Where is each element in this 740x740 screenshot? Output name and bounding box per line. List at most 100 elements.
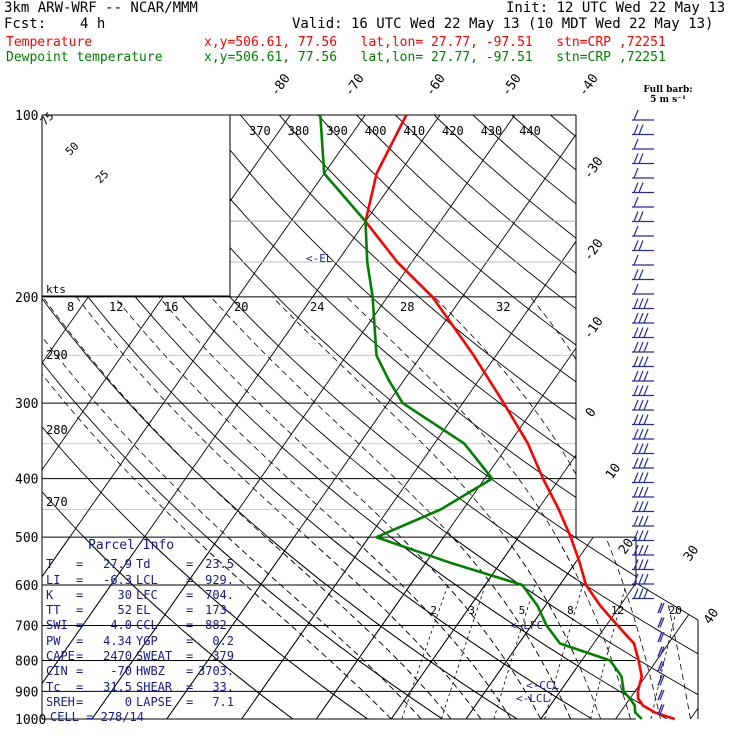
moist-adiabat: [272, 296, 576, 660]
dry-adiabat: [123, 115, 576, 539]
wind-barb-flag: [638, 124, 644, 135]
parcel-row: K = 30 LFC = 704.: [46, 588, 236, 603]
dry-adiabat: [46, 537, 698, 719]
scale-tick-label: 8: [67, 300, 74, 314]
wind-barb: [632, 588, 654, 600]
wind-barb: [632, 559, 654, 571]
temperature-legend: Temperature: [6, 35, 93, 50]
wind-barb-flag: [633, 588, 639, 599]
mixing-ratio-label: 12: [611, 604, 624, 617]
wind-barb: [632, 298, 654, 310]
wind-barb-flag: [638, 573, 644, 585]
mixing-ratio-label: 2: [430, 604, 437, 617]
parcel-key: TT: [46, 603, 61, 618]
wind-barb-flag: [638, 298, 644, 309]
wind-barb: [632, 283, 654, 295]
wind-barb: [657, 689, 665, 701]
theta-label: 390: [326, 124, 348, 138]
wind-barb-flag: [643, 544, 649, 556]
wind-barb: [632, 472, 654, 484]
parcel-value: 30: [117, 587, 132, 602]
equals-sign: =: [186, 649, 194, 664]
wind-barb: [632, 443, 654, 455]
parcel-value: 173.: [205, 603, 234, 618]
wind-barb-flag: [659, 675, 665, 686]
scale-tick-label: 28: [400, 300, 414, 314]
barb-legend: Full barb: 5 m s⁻¹: [640, 85, 696, 105]
barb-legend-value: 5 m s⁻¹: [650, 95, 686, 105]
wind-barb-flag: [638, 370, 644, 382]
wind-barb-flag: [633, 138, 639, 150]
parcel-row: T = 27.9 Td = 23.5: [46, 557, 236, 572]
wind-barb-flag: [643, 457, 649, 469]
theta-label: 280: [46, 423, 68, 437]
pressure-label: 400: [15, 473, 38, 488]
mixing-ratio-line: [650, 584, 684, 719]
isotherm-line: [615, 537, 698, 719]
dry-adiabat: [589, 115, 740, 732]
wind-barb-flag: [657, 646, 663, 657]
dry-adiabat: [42, 537, 463, 719]
parcel-value: -70: [110, 664, 132, 679]
moist-adiabat: [272, 537, 601, 719]
parcel-key: YGP: [136, 633, 158, 648]
parcel-info-title: Parcel Info: [88, 538, 175, 553]
pressure-label: 1000: [15, 713, 46, 728]
wind-barb-flag: [633, 211, 639, 222]
theta-label: 400: [365, 124, 387, 138]
theta-label: 370: [249, 124, 271, 138]
parcel-value: -4.0: [103, 618, 132, 633]
equals-sign: =: [186, 694, 194, 709]
wind-barb: [632, 225, 654, 237]
wind-barb: [632, 356, 654, 368]
wind-barb-flag: [638, 472, 644, 483]
moist-adiabat: [696, 537, 698, 719]
wind-barb-flag: [638, 501, 644, 512]
pressure-label: 700: [15, 619, 38, 634]
pressure-label: 600: [15, 579, 38, 594]
wind-barb-flag: [633, 573, 639, 585]
wind-barb-flag: [643, 530, 649, 541]
hodograph-units: kts: [46, 283, 66, 296]
parcel-value: 704.: [205, 587, 234, 602]
isotherm-line: [91, 537, 516, 719]
wind-barb-flag: [633, 399, 639, 411]
parcel-row: TT = 52 EL = 173.: [46, 603, 236, 618]
parcel-value: 31.5: [103, 679, 132, 694]
level-marker: <-LFC: [510, 619, 543, 632]
forecast-hour: 4 h: [80, 16, 106, 32]
wind-barb-flag: [638, 559, 644, 570]
wind-barb: [632, 109, 654, 121]
isotherm-line: [540, 667, 576, 719]
wind-barb: [657, 602, 665, 614]
equals-sign: =: [76, 649, 84, 664]
wind-barb-flag: [633, 124, 639, 135]
wind-barb-flag: [638, 414, 644, 425]
moist-adiabat: [42, 537, 392, 719]
parcel-key: LAPSE: [136, 694, 173, 709]
parcel-row: LI = -6.3 LCL = 929.: [46, 573, 236, 588]
moist-adiabat: [42, 296, 452, 719]
wind-barb: [632, 457, 654, 469]
wind-barb-flag: [633, 269, 639, 280]
wind-barb-flag: [643, 327, 649, 338]
parcel-info-panel: Parcel Info T = 27.9 Td = 23.5 LI = -6.3 LCL = 929.…: [46, 538, 236, 728]
wind-barb-flag: [659, 689, 665, 701]
wind-barb: [632, 211, 654, 223]
wind-barb: [657, 646, 665, 657]
parcel-key: HWBZ: [136, 664, 165, 679]
isotherm-label: 0: [583, 405, 600, 420]
pressure-label: 200: [15, 291, 38, 306]
wind-barb-flag: [638, 385, 644, 396]
isotherm-line: [390, 537, 698, 719]
parcel-key: T: [46, 557, 54, 572]
wind-barb-flag: [643, 486, 649, 498]
valid-time: Valid: 16 UTC Wed 22 May 13 (10 MDT Wed …: [292, 16, 714, 32]
parcel-value: 33.: [212, 679, 234, 694]
wind-barb-flag: [638, 211, 644, 222]
parcel-value: 2470: [103, 649, 132, 664]
wind-barb: [632, 312, 654, 324]
wind-barb-flag: [638, 399, 644, 411]
wind-barb: [632, 254, 654, 266]
